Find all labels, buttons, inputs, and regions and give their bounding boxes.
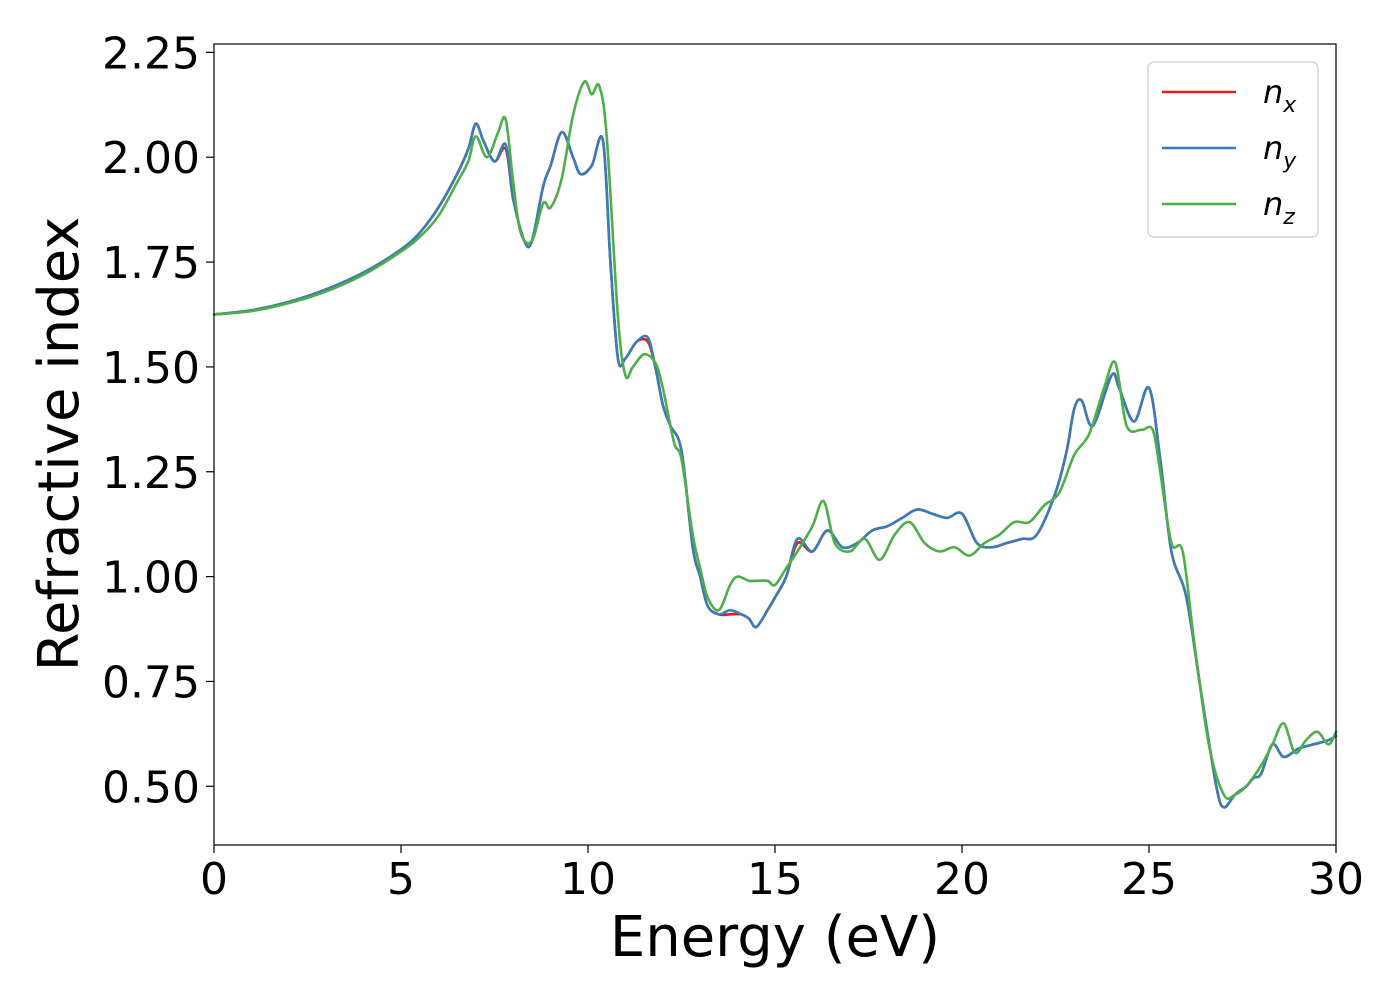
y-axis: 0.50 0.75 1.00 1.25 1.50 1.75 2.00 2.25 (102, 28, 214, 813)
y-tick-label: 1.00 (102, 553, 200, 604)
y-tick-label: 2.00 (102, 133, 200, 184)
y-tick-label: 1.25 (102, 448, 200, 499)
legend-label-z: nz (1263, 185, 1295, 230)
legend-label-base: n (1263, 73, 1283, 111)
x-tick-label: 20 (934, 854, 990, 905)
x-axis-label: Energy (eV) (610, 905, 940, 970)
legend-label-subscript: z (1282, 205, 1295, 230)
x-tick-label: 25 (1121, 854, 1177, 905)
legend-label-subscript: y (1282, 149, 1297, 174)
legend-label-x: nx (1263, 73, 1297, 118)
y-tick-label: 0.75 (102, 657, 200, 708)
x-tick-label: 0 (200, 854, 228, 905)
y-axis-label: Refractive index (27, 217, 92, 672)
y-tick-label: 0.50 (102, 762, 200, 813)
x-axis: 0 5 10 15 20 25 30 (200, 845, 1364, 905)
x-tick-label: 15 (747, 854, 803, 905)
series-layer (212, 79, 1338, 809)
series-line-z (212, 79, 1338, 800)
legend-box (1147, 61, 1319, 238)
y-tick-label: 1.75 (102, 238, 200, 289)
legend-label-y: ny (1263, 129, 1297, 174)
x-tick-label: 10 (560, 854, 616, 905)
x-tick-label: 5 (387, 854, 415, 905)
y-tick-label: 1.50 (102, 343, 200, 394)
legend-label-base: n (1263, 185, 1283, 223)
x-tick-label: 30 (1308, 854, 1364, 905)
legend-label-subscript: x (1282, 93, 1297, 118)
y-tick-label: 2.25 (102, 28, 200, 79)
legend-label-base: n (1263, 129, 1283, 167)
